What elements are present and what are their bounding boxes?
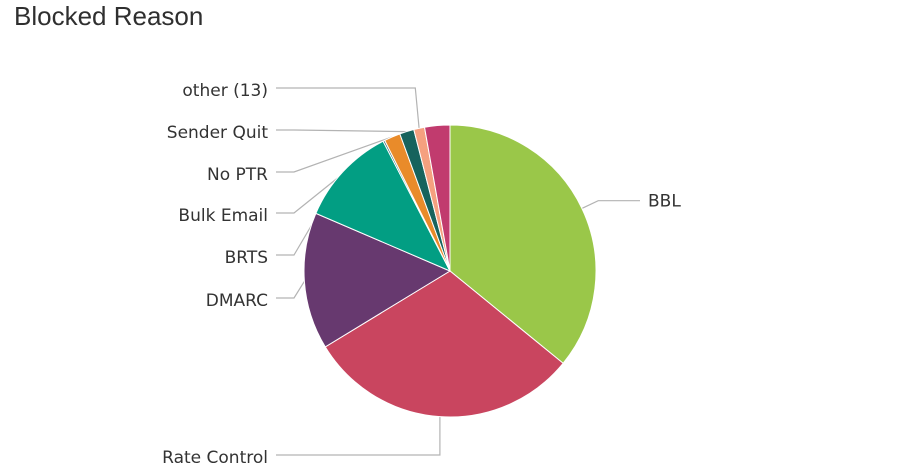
slice-label-no-ptr: No PTR: [207, 165, 268, 185]
connector-bbl: [581, 200, 640, 209]
connector-no-ptr: [276, 136, 393, 173]
chart-title: Blocked Reason: [14, 1, 204, 31]
pie-connectors: [276, 87, 640, 456]
pie-slice-bbl[interactable]: [449, 124, 597, 365]
slice-label-other-13: other (13): [182, 81, 268, 101]
slice-label-dmarc: DMARC: [206, 291, 268, 311]
slice-label-bbl: BBL: [648, 192, 681, 212]
slice-label-sender-quit: Sender Quit: [167, 123, 269, 143]
pie-labels: BBL other (13) Sender Quit No PTR Bulk Email…: [162, 81, 681, 468]
pie-slice-dmarc[interactable]: [303, 212, 452, 348]
slice-label-bulk-email: Bulk Email: [178, 206, 268, 226]
pie-slice-rate-control[interactable]: [324, 270, 564, 418]
connector-sender-quit: [276, 129, 407, 133]
connector-rate-control: [276, 416, 441, 456]
pie-slices: [303, 124, 597, 418]
slice-label-brts: BRTS: [225, 248, 268, 268]
connector-dmarc: [276, 280, 305, 299]
pie-slice-unlabeled-8[interactable]: [423, 124, 451, 272]
pie-slice-brts[interactable]: [315, 140, 452, 273]
connector-other-13: [276, 87, 420, 129]
slice-label-rate-control: Rate Control: [162, 448, 268, 468]
